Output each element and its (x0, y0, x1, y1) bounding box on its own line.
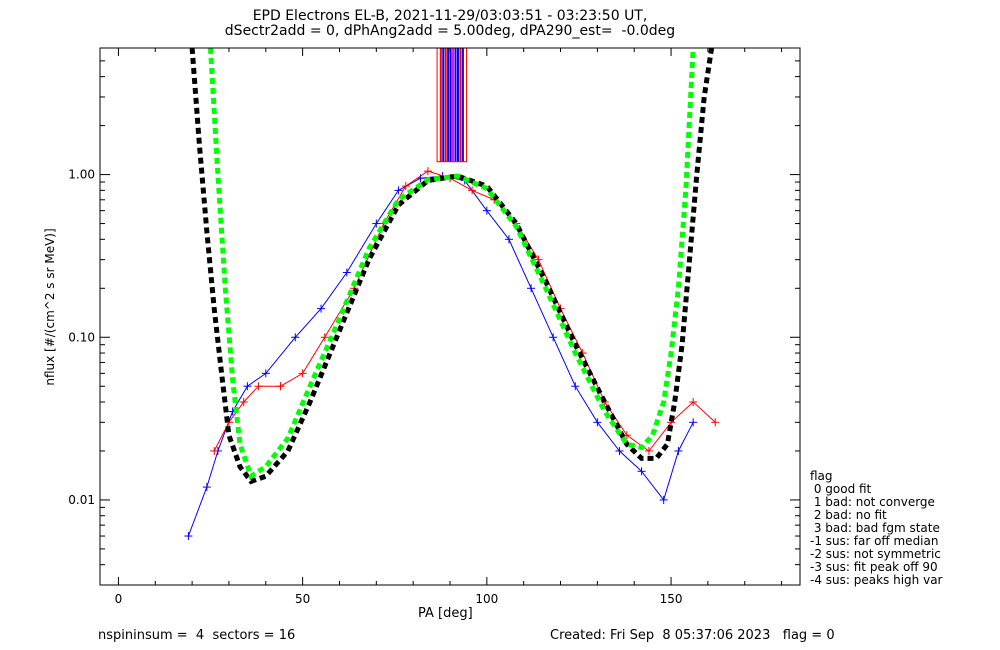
legend-item: -4 sus: peaks high var (810, 573, 943, 587)
data-point (527, 284, 536, 293)
data-point (239, 397, 248, 406)
y-tick-label: 1.00 (68, 168, 95, 182)
series-line-3 (208, 48, 696, 481)
y-axis-label: nflux [#/(cm^2 s sr MeV)] (43, 228, 57, 386)
data-point (261, 369, 270, 378)
data-point (298, 369, 307, 378)
series-line-1 (213, 170, 716, 452)
data-point (202, 483, 211, 492)
data-point (276, 382, 285, 391)
data-point (372, 219, 381, 228)
chart-subtitle: dSectr2add = 0, dPhAng2add = 5.00deg, dP… (224, 23, 676, 39)
data-point (184, 532, 193, 541)
flag-legend: flag 0 good fit 1 bad: not converge 2 ba… (810, 470, 942, 587)
data-point (711, 418, 720, 427)
x-tick-label: 0 (115, 592, 123, 606)
data-point (342, 268, 351, 277)
axes: 0 50 100 150 0.01 0.10 1.00 (68, 48, 800, 606)
data-point (689, 418, 698, 427)
x-tick-label: 100 (475, 592, 498, 606)
data-point (423, 167, 432, 176)
series-line-2 (189, 48, 715, 485)
data-point (401, 182, 410, 191)
legend-item: 0 good fit (810, 482, 872, 496)
legend-item: -1 sus: far off median (810, 534, 939, 548)
footer-spin-info: nspininsum = 4 sectors = 16 (98, 628, 296, 643)
data-point (689, 397, 698, 406)
data-point (674, 446, 683, 455)
data-point (504, 235, 513, 244)
data-point (593, 418, 602, 427)
peak-bands (436, 47, 468, 163)
series-line-0 (187, 175, 694, 537)
data-point (317, 304, 326, 313)
data-point (637, 467, 646, 476)
legend-item: 2 bad: no fit (810, 508, 887, 522)
data-point (254, 382, 263, 391)
x-tick-label: 50 (295, 592, 310, 606)
data-point (644, 446, 653, 455)
chart-title: EPD Electrons EL-B, 2021-11-29/03:03:51 … (252, 8, 648, 24)
legend-item: -3 sus: fit peak off 90 (810, 560, 938, 574)
legend-item: 3 bad: bad fgm state (810, 521, 940, 535)
data-point (210, 446, 219, 455)
data-point (549, 333, 558, 342)
data-point (482, 206, 491, 215)
legend-title: flag (810, 469, 833, 483)
data-point (291, 333, 300, 342)
data-point (659, 495, 668, 504)
y-tick-label: 0.01 (68, 493, 95, 507)
legend-item: 1 bad: not converge (810, 495, 935, 509)
x-tick-label: 150 (660, 592, 683, 606)
data-point (468, 186, 477, 195)
footer-created-info: Created: Fri Sep 8 05:37:06 2023 flag = … (550, 628, 835, 643)
data-point (320, 333, 329, 342)
x-axis-label: PA [deg] (418, 606, 473, 621)
data-point (243, 382, 252, 391)
legend-item: -2 sus: not symmetric (810, 547, 941, 561)
series-layer (184, 48, 720, 541)
data-point (615, 446, 624, 455)
data-point (571, 382, 580, 391)
data-point (394, 186, 403, 195)
y-tick-label: 0.10 (68, 330, 95, 344)
